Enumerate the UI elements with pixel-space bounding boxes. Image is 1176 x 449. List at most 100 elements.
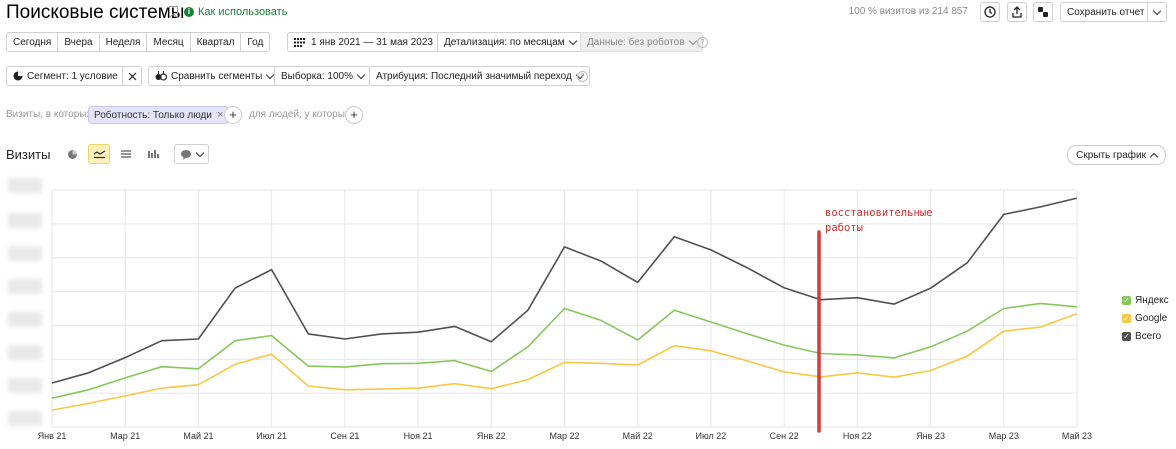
marker-line	[817, 230, 821, 433]
save-report-menu-button[interactable]	[1147, 2, 1167, 22]
marker-annotation: восстановительные работы	[825, 206, 932, 236]
chart-grid	[51, 189, 1078, 428]
export-button[interactable]	[1007, 2, 1027, 22]
chart-type-bar-button[interactable]	[142, 144, 164, 164]
chevron-down-icon	[195, 148, 205, 157]
chevron-up-icon	[1149, 152, 1159, 161]
compare-label: Сравнить сегменты	[171, 70, 263, 82]
attribution-label: Атрибуция: Последний значимый переход	[376, 70, 572, 82]
chart-type-pie-button[interactable]	[61, 144, 83, 164]
annotations-dropdown[interactable]	[174, 144, 209, 164]
x-tick-label: Янв 21	[38, 431, 67, 441]
checkbox-icon[interactable]: ✓	[1122, 295, 1131, 305]
chart-type-area-button[interactable]	[115, 144, 137, 164]
clear-segment-button[interactable]	[122, 66, 142, 86]
x-tick-label: Мар 21	[110, 431, 140, 441]
how-to-use-link[interactable]: i Как использовать	[184, 6, 287, 18]
detail-label: Детализация: по месяцам	[444, 36, 565, 48]
visits-total: 100 % визитов из 214 857	[848, 6, 968, 17]
x-tick-label: Май 23	[1062, 431, 1092, 441]
legend-item-yandex[interactable]: ✓ Яндекс	[1122, 291, 1169, 309]
share-button[interactable]	[1033, 2, 1053, 22]
x-tick-label: Сен 22	[770, 431, 799, 441]
legend-label-total: Всего	[1135, 330, 1162, 342]
period-week[interactable]: Неделя	[98, 32, 148, 52]
x-tick-label: Май 22	[623, 431, 653, 441]
stacked-chart-icon	[121, 150, 131, 158]
checkbox-icon[interactable]: ✓	[1122, 313, 1131, 323]
filter-chip-label: Роботность: Только люди	[94, 109, 212, 121]
chevron-down-icon	[688, 36, 697, 45]
save-report-label: Сохранить отчет	[1067, 6, 1145, 18]
add-user-filter-button[interactable]: +	[345, 106, 363, 124]
legend-item-total[interactable]: ✓ Всего	[1122, 327, 1169, 345]
clock-icon	[984, 6, 996, 18]
close-icon	[128, 72, 136, 80]
segment-label: Сегмент: 1 условие	[27, 70, 118, 82]
save-report-button[interactable]: Сохранить отчет	[1060, 2, 1152, 22]
how-to-use-label: Как использовать	[198, 6, 288, 18]
x-axis-labels: Янв 21 Мар 21 Май 21 Июл 21 Сен 21 Ноя 21 Янв …	[38, 431, 1092, 441]
legend-label-yandex: Яндекс	[1135, 294, 1169, 306]
data-filter-dropdown[interactable]: Данные: без роботов	[580, 32, 703, 52]
pie-icon	[13, 71, 23, 81]
chevron-down-icon	[1152, 6, 1162, 15]
chevron-down-icon	[568, 36, 577, 45]
sample-dropdown[interactable]: Выборка: 100%	[274, 66, 371, 86]
help-icon[interactable]: ?	[577, 71, 588, 82]
visits-line-chart: Янв 21 Мар 21 Май 21 Июл 21 Сен 21 Ноя 21 Янв …	[38, 189, 1092, 441]
x-tick-label: Мар 23	[989, 431, 1019, 441]
x-tick-label: Июл 22	[696, 431, 727, 441]
page-title: Поисковые системы	[6, 2, 185, 23]
sample-label: Выборка: 100%	[281, 70, 353, 82]
checkbox-icon[interactable]: ✓	[1122, 331, 1131, 341]
period-selector: Сегодня Вчера Неделя Месяц Квартал Год	[6, 32, 271, 52]
comment-icon	[181, 149, 191, 159]
segment-dropdown[interactable]: Сегмент: 1 условие	[6, 66, 136, 86]
annotation-line-1: восстановительные	[825, 207, 933, 219]
close-icon[interactable]: ×	[216, 109, 224, 121]
upload-icon	[1012, 6, 1022, 18]
x-tick-label: Ноя 22	[843, 431, 872, 441]
filter-chip-robots[interactable]: Роботность: Только люди ×	[88, 106, 230, 124]
legend-label-google: Google	[1135, 312, 1168, 324]
people-where-label: для людей, у которых	[249, 109, 350, 120]
hide-chart-label: Скрыть график	[1076, 149, 1146, 161]
series-line-google	[51, 312, 1078, 411]
compare-segments-dropdown[interactable]: Сравнить сегменты	[148, 66, 281, 86]
add-visit-filter-button[interactable]: +	[224, 106, 242, 124]
visits-where-label: Визиты, в которых	[6, 109, 92, 120]
share-icon	[1038, 7, 1048, 17]
date-range-button[interactable]: 1 янв 2021 — 31 мая 2023	[287, 32, 440, 52]
period-yesterday[interactable]: Вчера	[57, 32, 100, 52]
info-icon: i	[184, 7, 194, 17]
x-tick-label: Май 21	[183, 431, 213, 441]
x-tick-label: Янв 22	[477, 431, 506, 441]
data-filter-label: Данные: без роботов	[587, 36, 685, 48]
period-month[interactable]: Месяц	[146, 32, 191, 52]
x-tick-label: Сен 21	[330, 431, 359, 441]
compare-icon	[155, 71, 167, 81]
x-tick-label: Ноя 21	[404, 431, 433, 441]
bookmark-icon[interactable]	[169, 6, 178, 18]
detail-dropdown[interactable]: Детализация: по месяцам	[437, 32, 583, 52]
calendar-icon	[294, 37, 305, 47]
chevron-down-icon	[356, 70, 366, 79]
period-quarter[interactable]: Квартал	[189, 32, 242, 52]
annotation-line-2: работы	[825, 222, 863, 234]
period-year[interactable]: Год	[240, 32, 271, 52]
chart-type-line-button[interactable]	[88, 144, 110, 164]
x-tick-label: Июл 21	[256, 431, 287, 441]
history-button[interactable]	[980, 2, 1000, 22]
pie-chart-icon	[67, 149, 77, 159]
x-tick-label: Янв 23	[916, 431, 945, 441]
legend-item-google[interactable]: ✓ Google	[1122, 309, 1169, 327]
attribution-dropdown[interactable]: Атрибуция: Последний значимый переход	[369, 66, 590, 86]
help-icon[interactable]: ?	[697, 37, 708, 48]
chart-series	[51, 197, 1078, 411]
period-today[interactable]: Сегодня	[6, 32, 59, 52]
series-line-total	[51, 197, 1078, 384]
chart-section-title: Визиты	[6, 147, 51, 162]
hide-chart-button[interactable]: Скрыть график	[1067, 145, 1166, 165]
y-axis-labels-blurred	[8, 178, 42, 426]
